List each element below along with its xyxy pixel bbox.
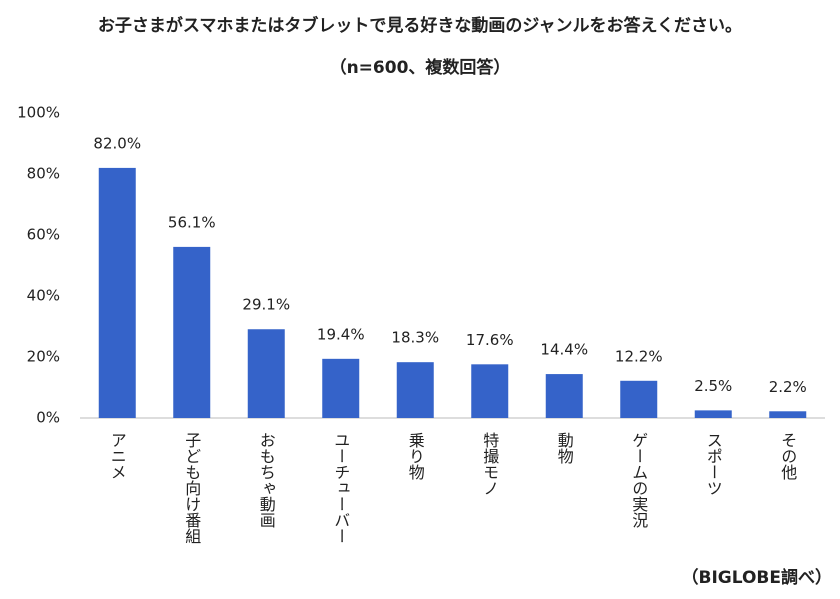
bar: [769, 411, 807, 418]
data-label: 56.1%: [168, 213, 216, 231]
y-tick-label: 40%: [27, 287, 60, 305]
bar: [173, 246, 211, 418]
y-tick-label: 80%: [27, 165, 60, 183]
x-tick-label: 動物: [555, 432, 574, 465]
x-tick-label: 子ども向け番組: [182, 432, 201, 544]
bar: [247, 329, 285, 418]
x-tick-label: 乗り物: [406, 432, 425, 481]
data-label: 14.4%: [540, 341, 588, 359]
x-tick-label: ゲームの実況: [629, 432, 648, 529]
x-tick-label: その他: [778, 432, 797, 481]
bar: [471, 364, 509, 418]
chart-subtitle: （n=600、複数回答）: [330, 57, 511, 78]
data-label: 19.4%: [317, 325, 365, 343]
bar: [98, 167, 136, 418]
x-tick-label: ユーチューバー: [331, 432, 350, 544]
x-tick-label: おもちゃ動画: [257, 432, 276, 528]
y-tick-label: 0%: [36, 409, 60, 427]
bar: [545, 374, 583, 418]
data-label: 2.5%: [694, 377, 732, 395]
y-tick-label: 60%: [27, 226, 60, 244]
data-label: 29.1%: [242, 296, 290, 314]
x-tick-label: スポーツ: [704, 432, 723, 496]
x-tick-label: 特撮モノ: [480, 432, 499, 496]
data-label: 82.0%: [93, 134, 141, 152]
bar: [322, 358, 360, 418]
bar: [396, 362, 434, 418]
bar: [694, 410, 732, 418]
bar: [620, 380, 658, 418]
source-note: （BIGLOBE調べ）: [682, 567, 833, 588]
x-tick-label: アニメ: [108, 432, 127, 480]
chart-title: お子さまがスマホまたはタブレットで見る好きな動画のジャンルをお答えください。: [98, 15, 742, 36]
data-label: 18.3%: [391, 329, 439, 347]
data-label: 2.2%: [769, 378, 807, 396]
y-tick-label: 20%: [27, 348, 60, 366]
data-label: 17.6%: [466, 331, 514, 349]
data-label: 12.2%: [615, 347, 663, 365]
y-tick-label: 100%: [17, 104, 60, 122]
